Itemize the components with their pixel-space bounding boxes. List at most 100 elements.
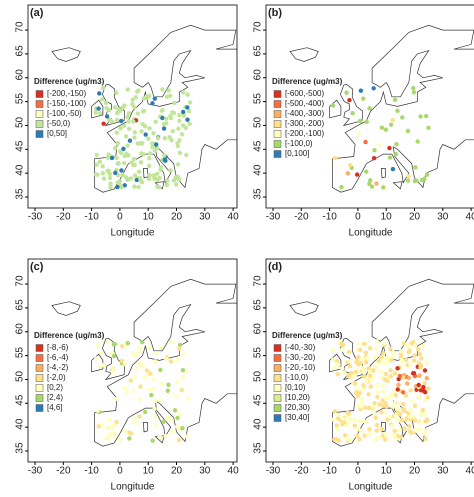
station <box>353 370 358 375</box>
station <box>114 155 119 161</box>
x-tick-label: -30 <box>28 212 43 223</box>
station <box>105 340 110 345</box>
station <box>414 178 419 183</box>
station <box>396 382 401 388</box>
station <box>152 398 157 404</box>
station <box>354 433 360 438</box>
station <box>381 185 386 190</box>
station <box>373 438 379 443</box>
station <box>419 177 425 183</box>
legend-label: [-200,-100) <box>285 129 324 138</box>
legend-label: [-500,-400) <box>285 99 324 108</box>
legend-title: Difference (ug/m3) <box>272 77 343 86</box>
station <box>94 162 99 167</box>
y-tick-label: 35 <box>253 188 264 200</box>
x-tick-label: -10 <box>84 466 99 477</box>
station <box>97 364 102 369</box>
station <box>100 171 106 176</box>
station <box>380 388 385 394</box>
station <box>410 399 415 404</box>
station <box>136 184 141 190</box>
station <box>390 166 396 172</box>
station <box>96 106 101 111</box>
legend-label: [-100,0) <box>285 139 313 148</box>
station <box>114 130 120 135</box>
station <box>158 167 163 172</box>
station <box>142 409 148 415</box>
station <box>170 129 176 134</box>
map-layer <box>51 278 237 447</box>
station <box>147 126 152 131</box>
station <box>387 145 392 151</box>
station <box>342 420 347 425</box>
station <box>160 115 165 121</box>
station <box>143 132 148 137</box>
station <box>132 104 137 110</box>
station <box>387 155 393 160</box>
legend-swatch <box>273 384 282 392</box>
station <box>345 171 351 176</box>
station <box>357 347 363 353</box>
station <box>388 368 393 373</box>
station <box>409 430 414 435</box>
station <box>119 358 125 364</box>
station <box>423 419 428 424</box>
station <box>185 105 190 110</box>
station <box>159 381 165 387</box>
legend-swatch <box>273 90 282 98</box>
station <box>154 422 159 427</box>
station <box>372 148 377 153</box>
x-tick-label: 10 <box>381 466 393 477</box>
station <box>347 359 352 364</box>
station <box>363 139 368 145</box>
station <box>134 366 139 371</box>
coastline <box>51 301 81 316</box>
station <box>423 436 428 442</box>
x-tick-label: -20 <box>294 466 309 477</box>
station <box>120 343 125 349</box>
station <box>166 382 171 388</box>
station <box>151 376 157 382</box>
station <box>405 178 411 183</box>
station <box>131 388 136 393</box>
station <box>347 97 352 103</box>
station <box>390 433 396 438</box>
legend-swatch <box>273 140 282 148</box>
station <box>397 373 403 379</box>
x-tick-label: -20 <box>56 212 71 223</box>
station <box>139 129 144 134</box>
station <box>144 368 150 373</box>
station <box>112 145 118 151</box>
map-panel: -30 -20 -10 0 10 20 30 40 35 40 45 50 55 60 65 70 Longit… <box>253 258 474 493</box>
station <box>138 160 144 165</box>
legend-label: [30,40] <box>285 413 309 422</box>
x-tick-label: -30 <box>266 212 281 223</box>
station <box>412 403 418 408</box>
legend-label: [-10,0) <box>285 373 308 382</box>
station <box>108 184 113 190</box>
station <box>341 370 347 376</box>
station <box>146 345 152 351</box>
y-tick-label: 70 <box>253 275 264 287</box>
station <box>101 176 107 181</box>
station <box>119 150 124 156</box>
station <box>106 434 111 440</box>
panel-label: (b) <box>268 7 282 19</box>
legend-swatch <box>273 364 282 372</box>
station <box>151 173 157 178</box>
station <box>401 401 406 407</box>
station <box>425 395 430 400</box>
y-tick-label: 65 <box>253 45 264 57</box>
map-panel: -30 -20 -10 0 10 20 30 40 35 40 45 50 55 60 65 70 Longit… <box>15 4 239 239</box>
y-tick-label: 50 <box>15 370 26 382</box>
station <box>395 366 400 371</box>
station <box>136 169 142 174</box>
station <box>358 88 364 93</box>
station <box>184 152 189 158</box>
station <box>403 393 409 398</box>
station <box>137 414 142 419</box>
station <box>163 356 169 362</box>
station <box>175 356 181 362</box>
station <box>393 413 398 418</box>
station <box>363 350 369 355</box>
